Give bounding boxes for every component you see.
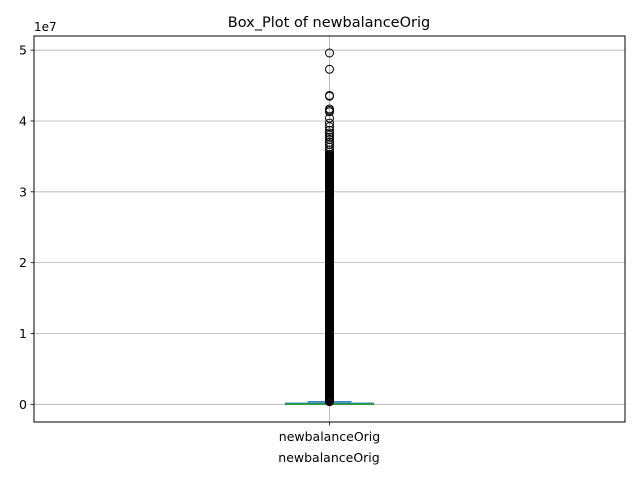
y-tick-label: 1 [19,326,27,341]
x-axis-label: newbalanceOrig [278,450,379,465]
outlier-point [325,132,334,142]
outlier-point [325,137,334,147]
outlier-point [325,134,334,144]
outlier-point [325,128,334,138]
outlier-point [325,90,334,100]
outlier-point [325,104,334,114]
y-tick-label: 4 [19,113,27,128]
y-axis-ticks: 0 1 2 3 4 5 [19,43,34,412]
x-tick-label: newbalanceOrig [279,429,380,444]
outlier-point [325,139,334,149]
outlier-point [325,125,334,135]
outlier-point [325,118,334,128]
y-tick-label: 3 [19,184,27,199]
chart-title: Box_Plot of newbalanceOrig [228,15,430,31]
outlier-point [325,149,334,159]
y-tick-label: 0 [19,397,27,412]
outlier-point [325,48,334,58]
y-tick-label: 2 [19,255,27,270]
y-tick-label: 5 [19,43,27,58]
x-axis-ticks: newbalanceOrig [279,422,380,444]
outlier-points [325,48,334,407]
y-scale-label: 1e7 [34,20,57,34]
outlier-point [325,64,334,74]
